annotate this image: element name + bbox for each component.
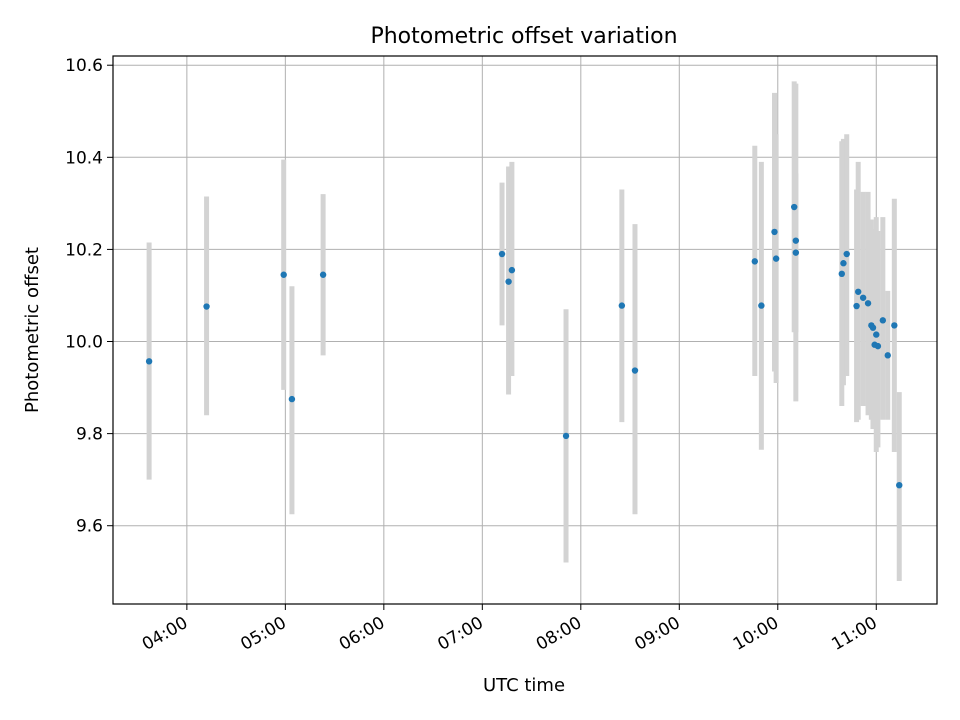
data-point xyxy=(855,288,862,295)
data-point xyxy=(758,302,765,309)
data-points xyxy=(145,203,903,489)
data-point xyxy=(751,258,759,265)
data-point xyxy=(498,250,506,258)
data-point xyxy=(508,266,516,274)
grid-lines xyxy=(113,56,937,604)
data-point xyxy=(319,271,327,278)
y-tick-label: 10.0 xyxy=(65,333,103,353)
data-point xyxy=(873,331,880,338)
data-point xyxy=(562,432,570,440)
data-point xyxy=(145,358,153,365)
plot-frame xyxy=(112,55,938,605)
data-point xyxy=(288,395,296,403)
y-tick-label: 9.6 xyxy=(76,517,103,537)
data-point xyxy=(843,250,850,258)
y-tick-label: 10.2 xyxy=(65,240,103,260)
data-point xyxy=(505,278,512,285)
data-point xyxy=(792,249,800,256)
y-axis-label: Photometric offset xyxy=(22,247,43,413)
data-point xyxy=(874,342,882,350)
data-point xyxy=(771,228,778,236)
data-point xyxy=(631,367,639,374)
data-point xyxy=(891,322,898,329)
data-point xyxy=(879,317,887,324)
data-point xyxy=(618,302,626,309)
chart-title: Photometric offset variation xyxy=(370,24,677,49)
data-point xyxy=(792,237,800,244)
data-point xyxy=(859,294,867,301)
y-tick-label: 10.6 xyxy=(65,56,103,76)
data-point xyxy=(790,203,798,211)
data-point xyxy=(853,302,860,310)
data-point xyxy=(840,260,847,267)
data-point xyxy=(864,300,872,307)
data-point xyxy=(280,271,287,278)
y-tick-label: 10.4 xyxy=(65,148,103,168)
data-point xyxy=(203,303,210,310)
x-axis-label: UTC time xyxy=(483,675,565,696)
data-point xyxy=(838,270,845,278)
data-point xyxy=(884,352,891,359)
y-tick-label: 9.8 xyxy=(76,425,103,445)
data-point xyxy=(772,255,780,262)
data-point xyxy=(869,324,877,331)
data-point xyxy=(896,481,903,489)
y-axis-ticks: 9.6 9.8 10.0 10.2 10.4 10.6 xyxy=(65,56,113,537)
